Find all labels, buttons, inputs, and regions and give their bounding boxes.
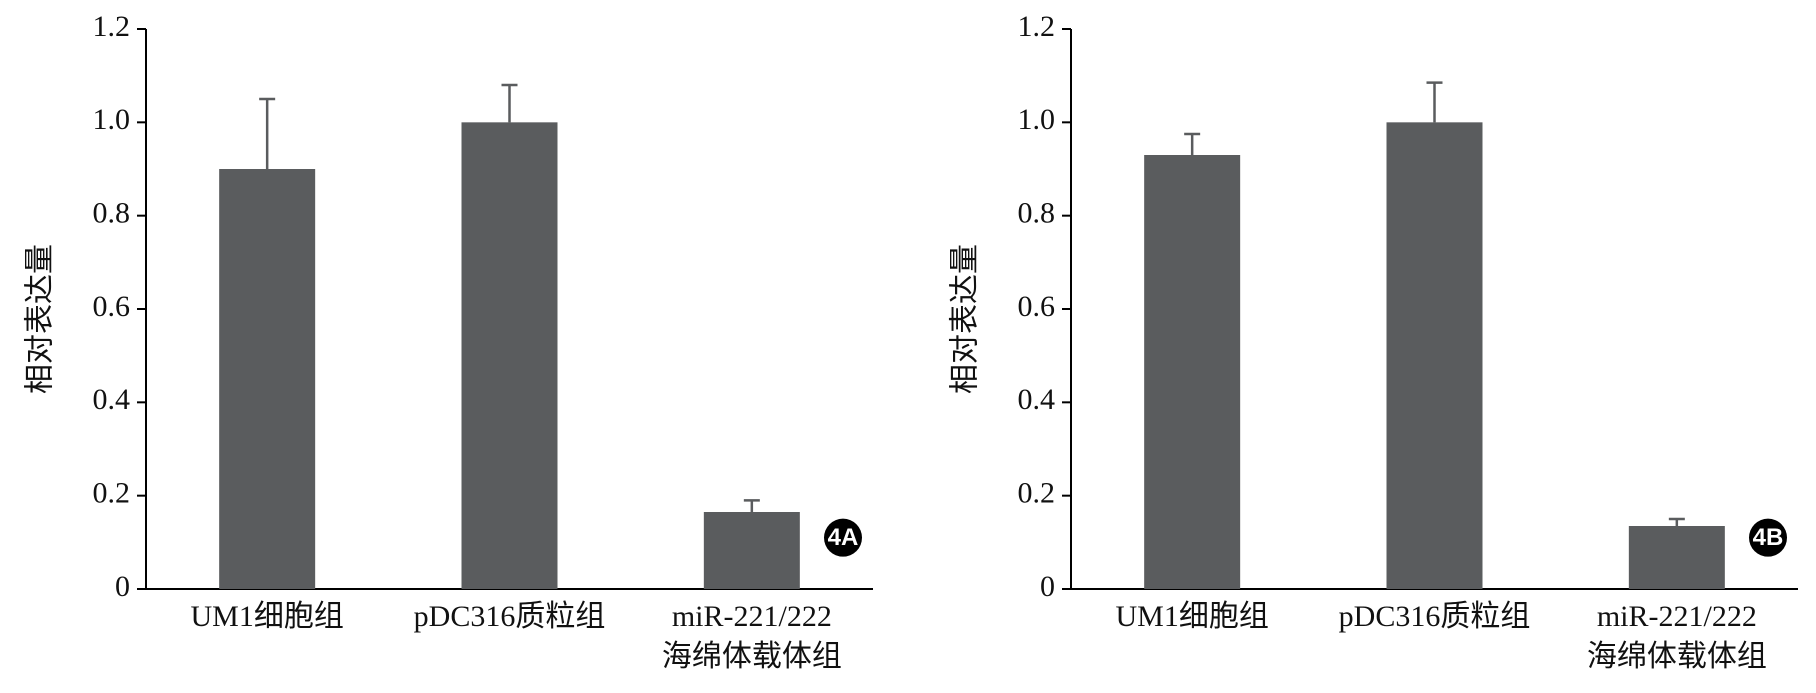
error-bar bbox=[501, 83, 518, 123]
y-tick-label: 1.0 bbox=[1018, 103, 1056, 136]
y-axis-label: 相对表达量 bbox=[948, 244, 983, 394]
y-tick-label: 0.6 bbox=[1018, 290, 1056, 323]
panel-label: 4B bbox=[1753, 524, 1784, 551]
panel-badge bbox=[824, 518, 862, 557]
y-tick-label: 0.6 bbox=[93, 290, 131, 323]
bar bbox=[703, 512, 800, 589]
y-tick-label: 0.2 bbox=[1018, 477, 1056, 510]
error-bar bbox=[1426, 81, 1443, 123]
error-bar bbox=[743, 499, 760, 512]
y-tick-label: 1.0 bbox=[93, 103, 131, 136]
bar bbox=[1386, 122, 1483, 589]
bar bbox=[1144, 155, 1241, 589]
x-tick-label: pDC316质粒组 bbox=[1338, 600, 1531, 633]
x-tick-label: miR-221/222 海绵体载体组 bbox=[1586, 600, 1767, 673]
y-tick-label: 0.8 bbox=[1018, 197, 1056, 230]
y-tick-label: 1.2 bbox=[1018, 10, 1056, 43]
y-tick-label: 0.8 bbox=[93, 197, 131, 230]
y-tick-label: 1.2 bbox=[93, 10, 131, 43]
error-bar bbox=[259, 97, 276, 169]
bar bbox=[1628, 526, 1725, 589]
bar bbox=[219, 169, 316, 589]
error-bar bbox=[1668, 517, 1685, 526]
y-axis-label: 相对表达量 bbox=[23, 244, 58, 394]
y-tick-label: 0 bbox=[115, 570, 130, 603]
y-tick-label: 0.4 bbox=[1018, 383, 1056, 416]
y-tick-label: 0 bbox=[1040, 570, 1055, 603]
x-tick-label: miR-221/222 海绵体载体组 bbox=[661, 600, 842, 673]
panel-badge bbox=[1749, 518, 1787, 557]
y-tick-label: 0.2 bbox=[93, 477, 131, 510]
x-tick-label: UM1细胞组 bbox=[190, 600, 344, 633]
error-bar bbox=[1184, 132, 1201, 155]
x-tick-label: UM1细胞组 bbox=[1115, 600, 1269, 633]
y-tick-label: 0.4 bbox=[93, 383, 131, 416]
panel-label: 4A bbox=[828, 524, 859, 551]
bar bbox=[461, 122, 558, 589]
x-tick-label: pDC316质粒组 bbox=[413, 600, 606, 633]
